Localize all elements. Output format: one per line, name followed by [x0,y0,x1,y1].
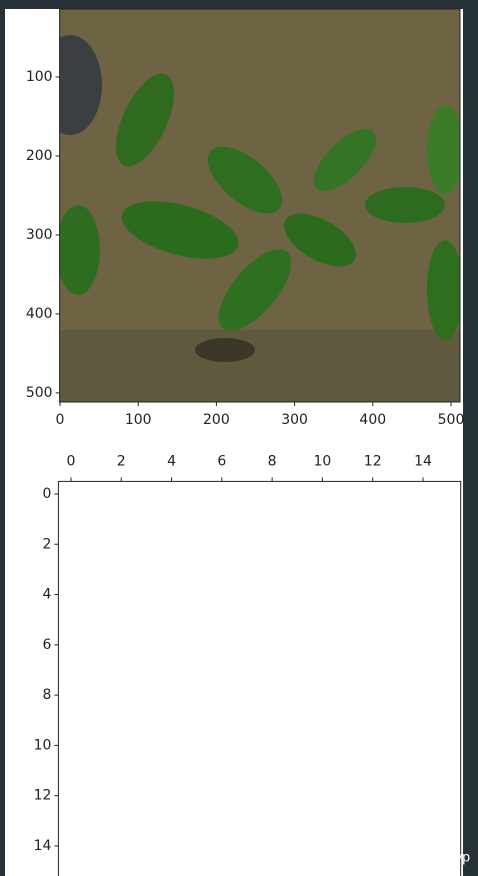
x-tick-label: 400 [359,412,386,428]
watermark: https://blog.csdn.net/python_LC_nohtyp [223,849,470,865]
photo [59,9,460,402]
x-tick-label: 2 [117,453,126,469]
y-tick-label: 8 [42,687,51,703]
y-tick-label: 400 [26,306,53,322]
y-tick-label: 500 [26,385,53,401]
y-tick-label: 2 [42,536,51,552]
x-tick-label: 10 [313,453,331,469]
y-tick-label: 300 [26,227,53,243]
x-tick-label: 8 [268,453,277,469]
y-tick-label: 14 [34,838,52,854]
y-tick-label: 6 [42,637,51,653]
axes-frame [59,8,461,403]
y-tick-label: 10 [34,737,52,753]
axes-frame [57,480,462,876]
x-tick-label: 6 [217,453,226,469]
x-tick-label: 200 [203,412,230,428]
y-tick-label: 100 [26,69,53,85]
x-tick-label: 0 [67,453,76,469]
y-tick-label: 4 [42,587,51,603]
x-tick-label: 0 [56,412,65,428]
x-tick-label: 14 [414,453,432,469]
x-tick-label: 100 [125,412,152,428]
x-tick-label: 500 [438,412,465,428]
heatmap [57,480,462,876]
x-tick-label: 300 [281,412,308,428]
y-tick-label: 0 [42,486,51,502]
y-tick-label: 200 [26,148,53,164]
x-tick-label: 12 [364,453,382,469]
y-tick-label: 12 [34,788,52,804]
x-tick-label: 4 [167,453,176,469]
